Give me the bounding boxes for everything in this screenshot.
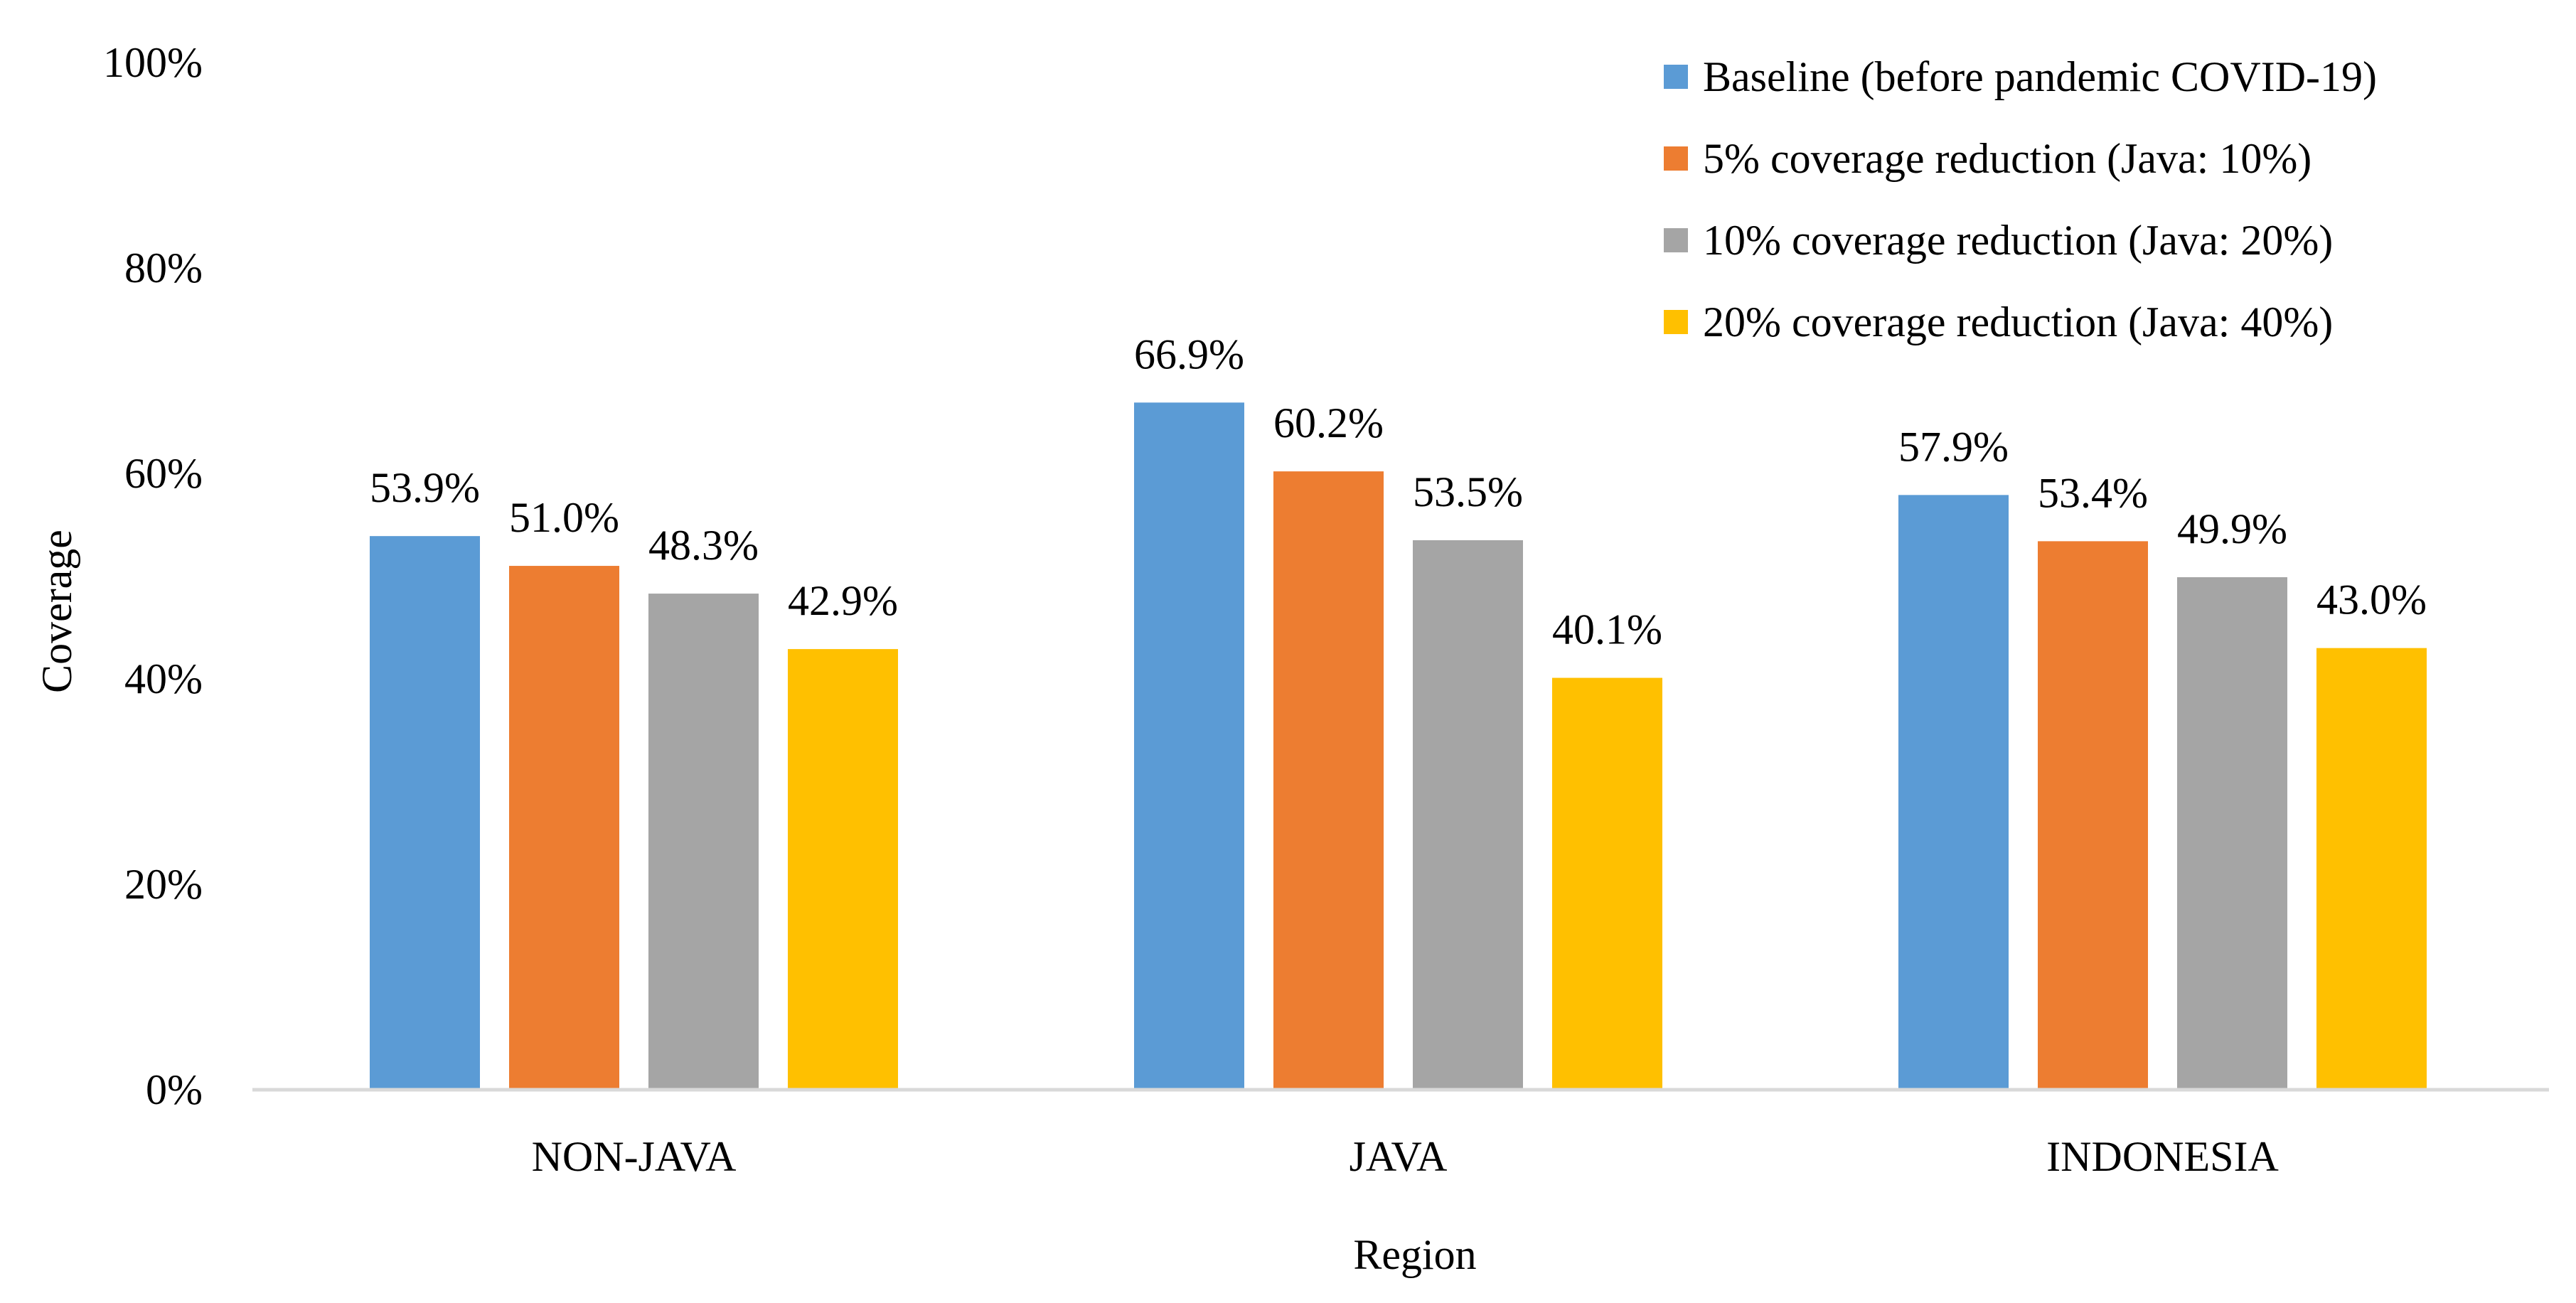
bar-java-series-1 — [1134, 402, 1244, 1090]
bar-java-series-4 — [1552, 677, 1662, 1090]
bar-non-java-series-2 — [509, 566, 619, 1090]
bar-value-label: 42.9% — [788, 577, 898, 624]
legend-label: 20% coverage reduction (Java: 40%) — [1703, 299, 2333, 345]
legend-swatch — [1664, 65, 1688, 89]
bar-indonesia-series-2 — [2038, 541, 2148, 1090]
bar-value-label: 40.1% — [1552, 606, 1662, 653]
y-axis-ticks: 0% 20% 40% 60% 80% 100% — [103, 39, 203, 1113]
bars — [370, 402, 2427, 1090]
y-tick-label: 40% — [124, 655, 203, 702]
x-axis-label: Region — [1353, 1231, 1476, 1278]
x-tick-label: INDONESIA — [2046, 1133, 2279, 1180]
y-tick-label: 80% — [124, 245, 203, 291]
bar-value-label: 43.0% — [2316, 577, 2427, 623]
bar-value-label: 66.9% — [1134, 331, 1244, 377]
bar-non-java-series-4 — [788, 649, 898, 1090]
legend-swatch — [1664, 146, 1688, 171]
y-tick-label: 60% — [124, 450, 203, 497]
bar-indonesia-series-4 — [2316, 648, 2427, 1090]
bar-non-java-series-1 — [370, 536, 480, 1090]
x-tick-label: NON-JAVA — [532, 1133, 737, 1180]
legend-swatch — [1664, 310, 1688, 334]
bar-value-label: 53.5% — [1413, 468, 1523, 515]
legend-swatch — [1664, 228, 1688, 252]
bar-value-label: 51.0% — [509, 494, 619, 541]
legend: Baseline (before pandemic COVID-19) 5% co… — [1664, 53, 2377, 345]
bar-indonesia-series-1 — [1898, 495, 2009, 1090]
bar-value-label: 48.3% — [648, 522, 759, 569]
y-axis-label: Coverage — [33, 530, 80, 693]
legend-label: 10% coverage reduction (Java: 20%) — [1703, 217, 2333, 264]
bar-value-label: 57.9% — [1898, 423, 2009, 470]
data-labels: 53.9% 51.0% 48.3% 42.9% 66.9% 60.2% 53.5% 40.1%… — [370, 331, 2427, 653]
bar-value-label: 60.2% — [1273, 400, 1384, 446]
x-axis-ticks: NON-JAVA JAVA INDONESIA — [532, 1133, 2279, 1180]
bar-value-label: 49.9% — [2177, 505, 2287, 552]
bar-value-label: 53.4% — [2038, 469, 2148, 516]
y-tick-label: 20% — [124, 861, 203, 908]
y-tick-label: 0% — [146, 1066, 203, 1113]
y-tick-label: 100% — [103, 39, 203, 86]
bar-non-java-series-3 — [648, 594, 759, 1090]
bar-java-series-2 — [1273, 471, 1384, 1090]
legend-label: 5% coverage reduction (Java: 10%) — [1703, 135, 2312, 182]
x-tick-label: JAVA — [1350, 1133, 1448, 1180]
bar-indonesia-series-3 — [2177, 577, 2287, 1090]
legend-label: Baseline (before pandemic COVID-19) — [1703, 53, 2377, 100]
bar-value-label: 53.9% — [370, 464, 480, 511]
bar-java-series-3 — [1413, 540, 1523, 1090]
